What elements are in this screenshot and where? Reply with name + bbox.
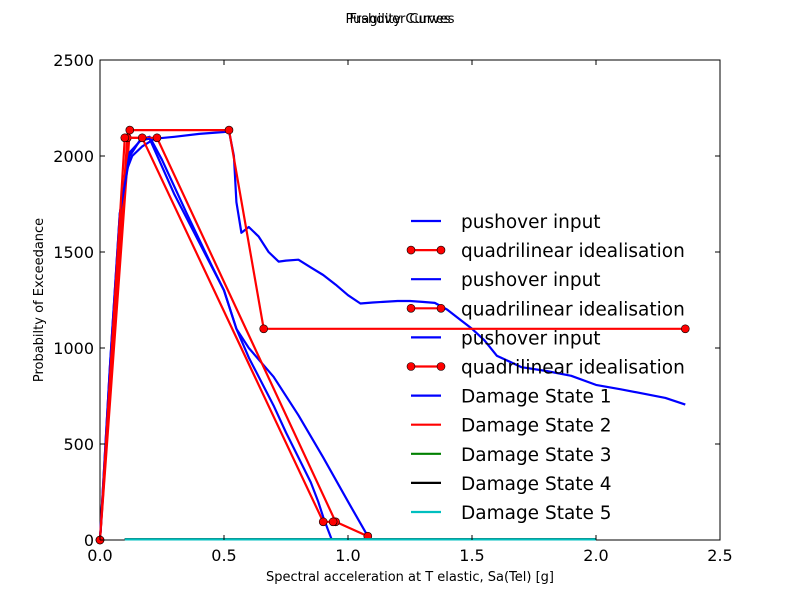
chart-title-pushover: Pushover Curves: [345, 12, 454, 27]
legend-marker-3: [406, 303, 416, 313]
series-5-marker: [137, 133, 147, 143]
series-line-0: [98, 129, 686, 541]
legend: pushover input quadrilinear idealisation p…: [406, 212, 685, 524]
legend-marker-1: [406, 245, 416, 255]
series-line-4: [98, 137, 333, 541]
legend-label-5: quadrilinear idealisation: [461, 358, 685, 379]
legend-label-7: Damage State 2: [461, 416, 612, 437]
series-layer: [95, 125, 690, 545]
y-axis-ticks: 0 500 1000 1500 2000 2500: [53, 51, 720, 550]
x-tick-label: 0.5: [211, 546, 236, 565]
legend-label-10: Damage State 5: [461, 503, 612, 524]
series-1-marker: [680, 324, 690, 334]
y-tick-label: 0: [84, 531, 94, 550]
x-tick-label: 0.0: [87, 546, 112, 565]
legend-label-6: Damage State 1: [461, 387, 612, 408]
x-tick-label: 2.0: [583, 546, 608, 565]
series-1-marker: [224, 125, 234, 135]
y-tick-label: 500: [63, 435, 94, 454]
y-tick-label: 2500: [53, 51, 94, 70]
legend-label-9: Damage State 4: [461, 474, 612, 495]
y-tick-label: 1500: [53, 243, 94, 262]
legend-label-8: Damage State 3: [461, 445, 612, 466]
legend-label-3: quadrilinear idealisation: [461, 299, 685, 320]
y-axis-label: Probabilty of Exceedance: [32, 218, 47, 382]
y-tick-label: 1000: [53, 339, 94, 358]
legend-marker-5: [436, 362, 446, 371]
series-5-marker: [318, 517, 328, 527]
chart-title-fragility: Fragility Curves: [350, 12, 451, 27]
legend-label-1: quadrilinear idealisation: [461, 241, 685, 262]
x-tick-label: 2.5: [707, 546, 732, 565]
legend-marker-5: [406, 362, 416, 371]
x-tick-label: 1.5: [459, 546, 484, 565]
legend-marker-3: [436, 303, 446, 313]
legend-label-2: pushover input: [461, 270, 601, 291]
series-5-marker: [120, 133, 130, 143]
plot-area: 0.0 0.5 1.0 1.5 2.0 2.5 0 500 1000 1500 2000 2500: [53, 51, 732, 565]
x-axis-label: Spectral acceleration at T elastic, Sa(T…: [266, 570, 554, 585]
series-1-marker: [259, 324, 269, 334]
legend-label-0: pushover input: [461, 212, 601, 233]
series-1-marker: [125, 125, 135, 135]
series-3-marker: [152, 133, 162, 143]
y-tick-label: 2000: [53, 147, 94, 166]
series-5-marker: [328, 517, 338, 527]
legend-marker-1: [436, 245, 446, 255]
legend-label-4: pushover input: [461, 328, 601, 349]
x-tick-label: 1.0: [335, 546, 360, 565]
x-axis-ticks: 0.0 0.5 1.0 1.5 2.0 2.5: [87, 60, 733, 565]
